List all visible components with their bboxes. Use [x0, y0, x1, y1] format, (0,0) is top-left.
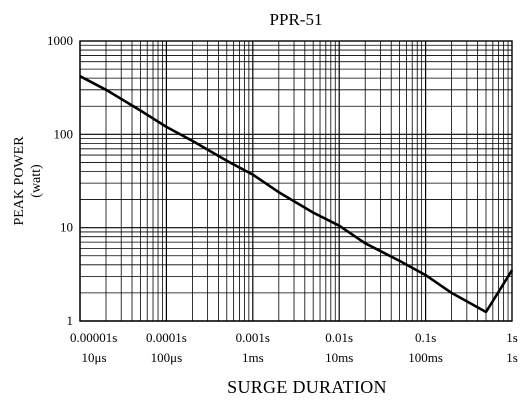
- y-tick-label: 100: [54, 126, 74, 141]
- x-axis-title: SURGE DURATION: [227, 377, 387, 397]
- x-tick-label: 1s: [506, 330, 518, 345]
- series-layer: [79, 75, 514, 314]
- grid: [79, 41, 512, 322]
- x-tick-label: 0.1s: [415, 330, 436, 345]
- x-tick-sublabel: 10μs: [81, 350, 106, 365]
- y-tick-labels: 1 10 100 1000: [47, 33, 73, 328]
- y-tick-label: 1: [67, 313, 74, 328]
- y-axis-unit: (watt): [29, 164, 44, 198]
- y-axis-title: PEAK POWER: [12, 136, 27, 226]
- x-tick-label: 0.00001s: [70, 330, 117, 345]
- x-tick-sublabel: 10ms: [325, 350, 353, 365]
- x-tick-labels: 0.00001s 10μs 0.0001s 100μs 0.001s 1ms 0.01s 10…: [70, 330, 518, 365]
- x-tick-sublabel: 1ms: [242, 350, 264, 365]
- x-tick-label: 0.0001s: [146, 330, 187, 345]
- x-tick-label: 0.01s: [325, 330, 353, 345]
- x-tick-sublabel: 100μs: [151, 350, 183, 365]
- chart-title: PPR-51: [270, 10, 323, 29]
- x-tick-label: 0.001s: [236, 330, 270, 345]
- y-tick-label: 10: [60, 220, 73, 235]
- plot-frame: [79, 40, 513, 322]
- x-tick-sublabel: 100ms: [408, 350, 443, 365]
- x-tick-sublabel: 1s: [506, 350, 518, 365]
- y-tick-label: 1000: [47, 33, 73, 48]
- series-line: [79, 75, 514, 314]
